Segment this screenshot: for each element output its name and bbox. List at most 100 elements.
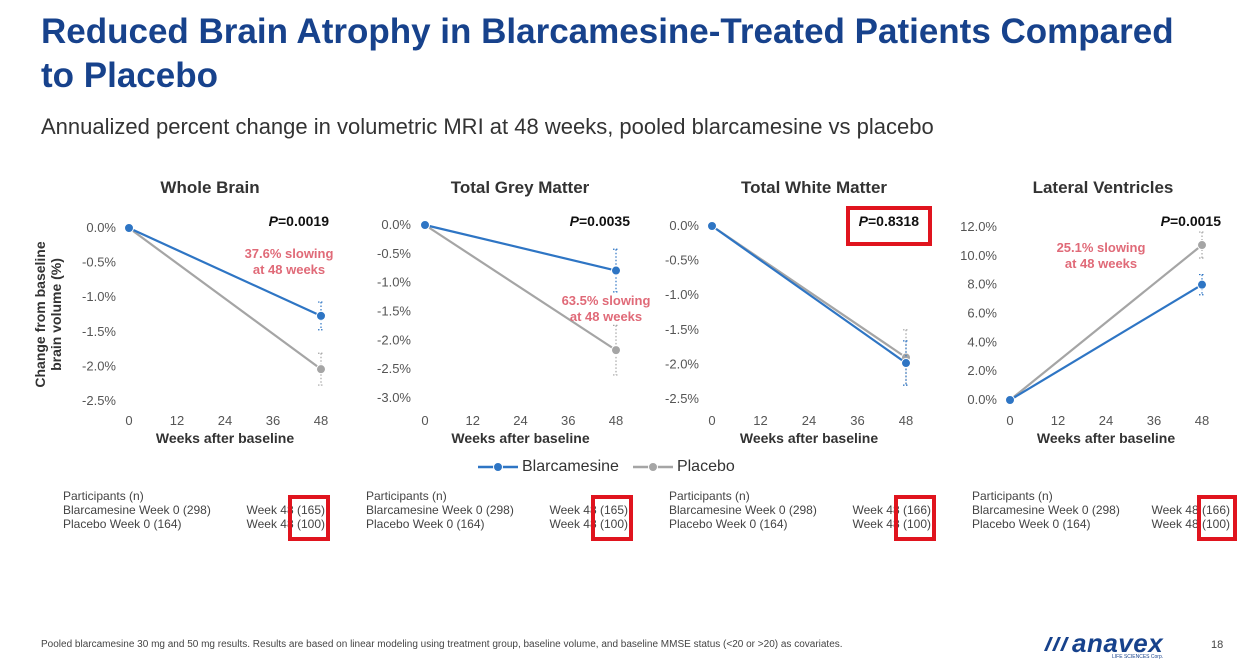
y-tick-label: -1.0%	[665, 287, 699, 302]
p-value-number: =0.8318	[868, 213, 919, 229]
participants-count: (166)	[902, 503, 931, 517]
footnote: Pooled blarcamesine 30 mg and 50 mg resu…	[41, 639, 843, 650]
participants-count: (166)	[1201, 503, 1230, 517]
x-tick-label: 0	[708, 413, 715, 428]
x-tick-label: 48	[899, 413, 913, 428]
participants-row-label: Blarcamesine Week 0 (298)	[972, 503, 1120, 517]
y-tick-label: -1.5%	[82, 324, 116, 339]
company-logo: anavex LIFE SCIENCES Corp.	[1042, 628, 1164, 660]
x-tick-label: 12	[1051, 413, 1065, 428]
x-tick-label: 0	[1006, 413, 1013, 428]
highlight-box-white-matter-counts	[894, 495, 936, 541]
y-tick-label: -1.5%	[377, 304, 411, 319]
series-line-blarcamesine	[424, 223, 617, 272]
y-tick-label: 10.0%	[960, 248, 997, 263]
legend-label-blarcamesine: Blarcamesine	[522, 458, 619, 475]
data-point-blarcamesine	[316, 310, 326, 321]
y-tick-label: 12.0%	[960, 219, 997, 234]
slowing-annotation: at 48 weeks	[253, 262, 325, 277]
y-axis-label: Change from baselinebrain volume (%)	[32, 241, 64, 387]
y-tick-label: -2.0%	[377, 332, 411, 347]
y-tick-label: 2.0%	[967, 363, 997, 378]
participants-header: Participants (n)	[669, 489, 750, 503]
p-value: P=0.0019	[269, 213, 330, 229]
series-line-blarcamesine	[711, 225, 907, 364]
series-line-placebo	[1009, 244, 1203, 401]
y-tick-label: -0.5%	[377, 246, 411, 261]
participants-week: Week 48	[852, 503, 900, 517]
series-line-blarcamesine	[1009, 283, 1203, 401]
logo-text: anavex	[1072, 628, 1164, 658]
slide-subtitle: Annualized percent change in volumetric …	[41, 114, 934, 139]
data-point-blarcamesine	[901, 358, 911, 369]
chart-0: Whole Brain P=0.0019 0.0% -0.5% -1.0% -1.5% -2…	[32, 178, 333, 446]
y-tick-label: -1.0%	[377, 275, 411, 290]
x-tick-label: 36	[266, 413, 280, 428]
series-line-blarcamesine	[128, 226, 322, 317]
x-axis-label: Weeks after baseline	[1037, 430, 1175, 446]
x-tick-label: 48	[609, 413, 623, 428]
participants-row-label: Placebo Week 0 (164)	[669, 517, 788, 531]
y-tick-label: 4.0%	[967, 334, 997, 349]
chart-3: Lateral Ventricles P=0.0015 12.0% 10.0% 8.0%…	[960, 178, 1221, 446]
x-tick-label: 12	[466, 413, 480, 428]
participants-header: Participants (n)	[63, 489, 144, 503]
x-axis-label: Weeks after baseline	[156, 430, 294, 446]
legend-item-placebo: Placebo	[632, 458, 735, 476]
participants-week: Week 48	[1151, 517, 1199, 531]
x-tick-label: 0	[421, 413, 428, 428]
participants-week: Week 48	[246, 517, 294, 531]
y-tick-label: 0.0%	[86, 220, 116, 235]
participants-count: (100)	[902, 517, 931, 531]
data-point-blarcamesine	[420, 220, 430, 230]
y-axis-label-line: Change from baseline	[32, 241, 48, 387]
slowing-annotation: 25.1% slowing	[1057, 240, 1146, 255]
participants-row-label: Blarcamesine Week 0 (298)	[669, 503, 817, 517]
y-tick-label: -2.0%	[665, 356, 699, 371]
y-tick-label: -0.5%	[82, 255, 116, 270]
chart-title: Total White Matter	[741, 178, 887, 197]
data-point-blarcamesine	[611, 265, 621, 276]
highlight-box-whole-brain-counts	[288, 495, 330, 541]
data-point-placebo	[611, 345, 621, 356]
data-point-blarcamesine	[1005, 395, 1015, 405]
p-value: P=0.0015	[1161, 213, 1222, 229]
legend: Blarcamesine Placebo	[478, 458, 735, 476]
highlight-box-ventricles-counts	[1197, 495, 1237, 541]
y-tick-label: -2.5%	[665, 391, 699, 406]
x-tick-label: 24	[218, 413, 232, 428]
charts-area: Whole BrainP=0.00190.0%-0.5%-1.0%-1.5%-2…	[32, 178, 1221, 446]
participants-week: Week 48	[1151, 503, 1199, 517]
slowing-annotation: 63.5% slowing	[562, 293, 651, 308]
x-axis-label: Weeks after baseline	[740, 430, 878, 446]
p-value-symbol: P	[859, 213, 869, 229]
participants-table-lateral-ventricles: Participants (n) Blarcamesine Week 0 (29…	[972, 489, 1230, 531]
p-value-number: =0.0019	[278, 213, 329, 229]
participants-week: Week 48	[549, 517, 597, 531]
p-value-number: =0.0015	[1170, 213, 1221, 229]
y-tick-label: 6.0%	[967, 306, 997, 321]
chart-1: Total Grey Matter P=0.0035 0.0% -0.5% -1.0% -…	[377, 178, 650, 446]
data-point-placebo	[316, 364, 326, 375]
x-tick-label: 48	[1195, 413, 1209, 428]
logo-subtext: LIFE SCIENCES Corp.	[1112, 654, 1164, 660]
slide-title: Reduced Brain Atrophy in Blarcamesine-Tr…	[41, 12, 1174, 95]
p-value: P=0.8318	[859, 213, 920, 229]
x-tick-label: 12	[170, 413, 184, 428]
participants-week: Week 48	[852, 517, 900, 531]
highlight-box-p-value	[846, 206, 932, 246]
participants-count: (165)	[599, 503, 628, 517]
legend-marker-blarcamesine	[478, 462, 518, 472]
participants-row-label: Blarcamesine Week 0 (298)	[63, 503, 211, 517]
participants-count: (165)	[296, 503, 325, 517]
x-tick-label: 0	[125, 413, 132, 428]
participants-table-grey-matter: Participants (n) Blarcamesine Week 0 (29…	[366, 489, 628, 531]
p-value-symbol: P	[570, 213, 580, 229]
x-tick-label: 24	[802, 413, 816, 428]
x-tick-label: 36	[561, 413, 575, 428]
legend-item-blarcamesine: Blarcamesine	[478, 458, 619, 476]
y-axis-label-line: brain volume (%)	[48, 258, 64, 371]
p-value-number: =0.0035	[579, 213, 630, 229]
y-tick-label: -2.5%	[377, 361, 411, 376]
page-number: 18	[1211, 639, 1224, 651]
